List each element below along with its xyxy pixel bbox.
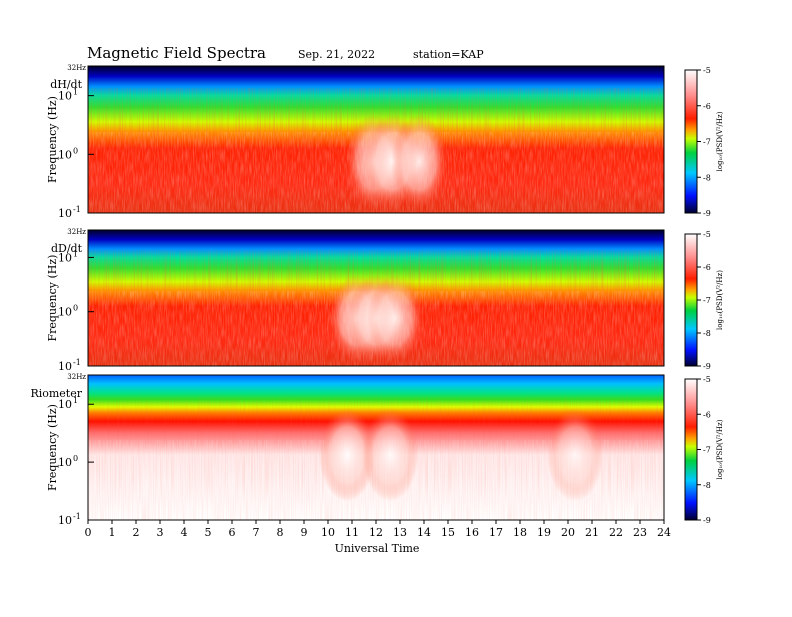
colorbar-tick-label: -5 [703,66,711,75]
x-tick-label: 9 [301,526,308,539]
x-tick-label: 23 [633,526,647,539]
colorbar-tick-label: -9 [703,516,711,525]
y-axis-label: Frequency (Hz) [46,96,59,183]
x-tick-label: 14 [417,526,431,539]
colorbar-tick-label: -6 [703,410,711,419]
colorbar [684,233,698,367]
panel-label: Riometer [30,387,82,400]
station-label: station=KAP [413,48,484,61]
activity-feature [367,274,424,362]
colorbar-tick-label: -5 [703,375,711,384]
activity-feature [391,114,448,209]
colorbar-tick-label: -9 [703,362,711,371]
colorbar-label: log₁₀(PSD(V²/Hz) [716,270,724,330]
x-tick-label: 2 [133,526,140,539]
y-tick-exponent: -1 [73,358,81,367]
x-tick-label: 16 [465,526,479,539]
y-top-label: 32Hz [67,64,86,72]
y-tick-label: 10 [58,148,72,161]
x-tick-label: 13 [393,526,407,539]
y-axis-label: Frequency (Hz) [46,255,59,342]
y-tick-exponent: 1 [73,249,78,258]
colorbar [684,378,698,521]
y-tick-exponent: 1 [73,88,78,97]
y-top-label: 32Hz [67,228,86,236]
x-tick-label: 6 [229,526,236,539]
y-tick-exponent: -1 [73,205,81,214]
y-axis-label: Frequency (Hz) [46,404,59,491]
figure-title: Magnetic Field Spectra [87,44,266,62]
x-tick-label: 24 [657,526,671,539]
activity-feature [362,408,419,502]
y-tick-label: 10 [58,306,72,319]
y-top-label: 32Hz [67,373,86,381]
colorbar-tick-label: -9 [703,209,711,218]
panel-frame [87,229,665,367]
colorbar-tick-label: -5 [703,230,711,239]
x-tick-label: 20 [561,526,575,539]
colorbar-tick-label: -6 [703,102,711,111]
panel-label: dD/dt [51,242,83,255]
x-tick-label: 15 [441,526,455,539]
colorbar-tick-label: -7 [703,138,711,147]
x-tick-label: 5 [205,526,212,539]
panel-frame [87,65,665,214]
colorbar-tick-label: -7 [703,446,711,455]
y-tick-label: 10 [58,207,72,220]
colorbar-label: log₁₀(PSD(V²/Hz) [716,419,724,479]
figure-date: Sep. 21, 2022 [298,48,375,61]
colorbar-tick-label: -8 [703,481,711,490]
activity-feature [547,408,604,502]
y-tick-label: 10 [58,360,72,373]
colorbar-tick-label: -6 [703,263,711,272]
x-axis-label: Universal Time [335,542,420,555]
x-tick-label: 4 [181,526,188,539]
x-tick-label: 0 [85,526,92,539]
y-tick-exponent: 1 [73,396,78,405]
x-axis: 0 1 2 3 4 5 6 7 8 9 10 11 12 13 14 15 16 17 18 19 20 21 22 23 24 [85,520,671,539]
x-tick-label: 19 [537,526,551,539]
x-tick-label: 10 [321,526,335,539]
x-tick-label: 1 [109,526,116,539]
y-tick-label: 10 [58,90,72,103]
colorbar-tick-label: -8 [703,329,711,338]
x-tick-label: 8 [277,526,284,539]
y-tick-label: 10 [58,514,72,527]
y-tick-exponent: -1 [73,512,81,521]
x-tick-label: 12 [369,526,383,539]
colorbar [684,69,698,214]
y-tick-exponent: 0 [73,146,78,155]
x-tick-label: 3 [157,526,164,539]
x-tick-label: 18 [513,526,527,539]
x-tick-label: 17 [489,526,503,539]
colorbar-tick-label: -8 [703,173,711,182]
colorbar-label: log₁₀(PSD(V²/Hz) [716,111,724,171]
x-tick-label: 7 [253,526,260,539]
y-tick-label: 10 [58,251,72,264]
x-tick-label: 11 [345,526,359,539]
colorbar-tick-label: -7 [703,296,711,305]
y-tick-label: 10 [58,398,72,411]
y-tick-label: 10 [58,456,72,469]
panel-label: dH/dt [50,78,82,91]
activity-feature [319,408,376,502]
x-tick-label: 22 [609,526,623,539]
y-tick-exponent: 0 [73,454,78,463]
x-tick-label: 21 [585,526,599,539]
y-tick-exponent: 0 [73,304,78,313]
